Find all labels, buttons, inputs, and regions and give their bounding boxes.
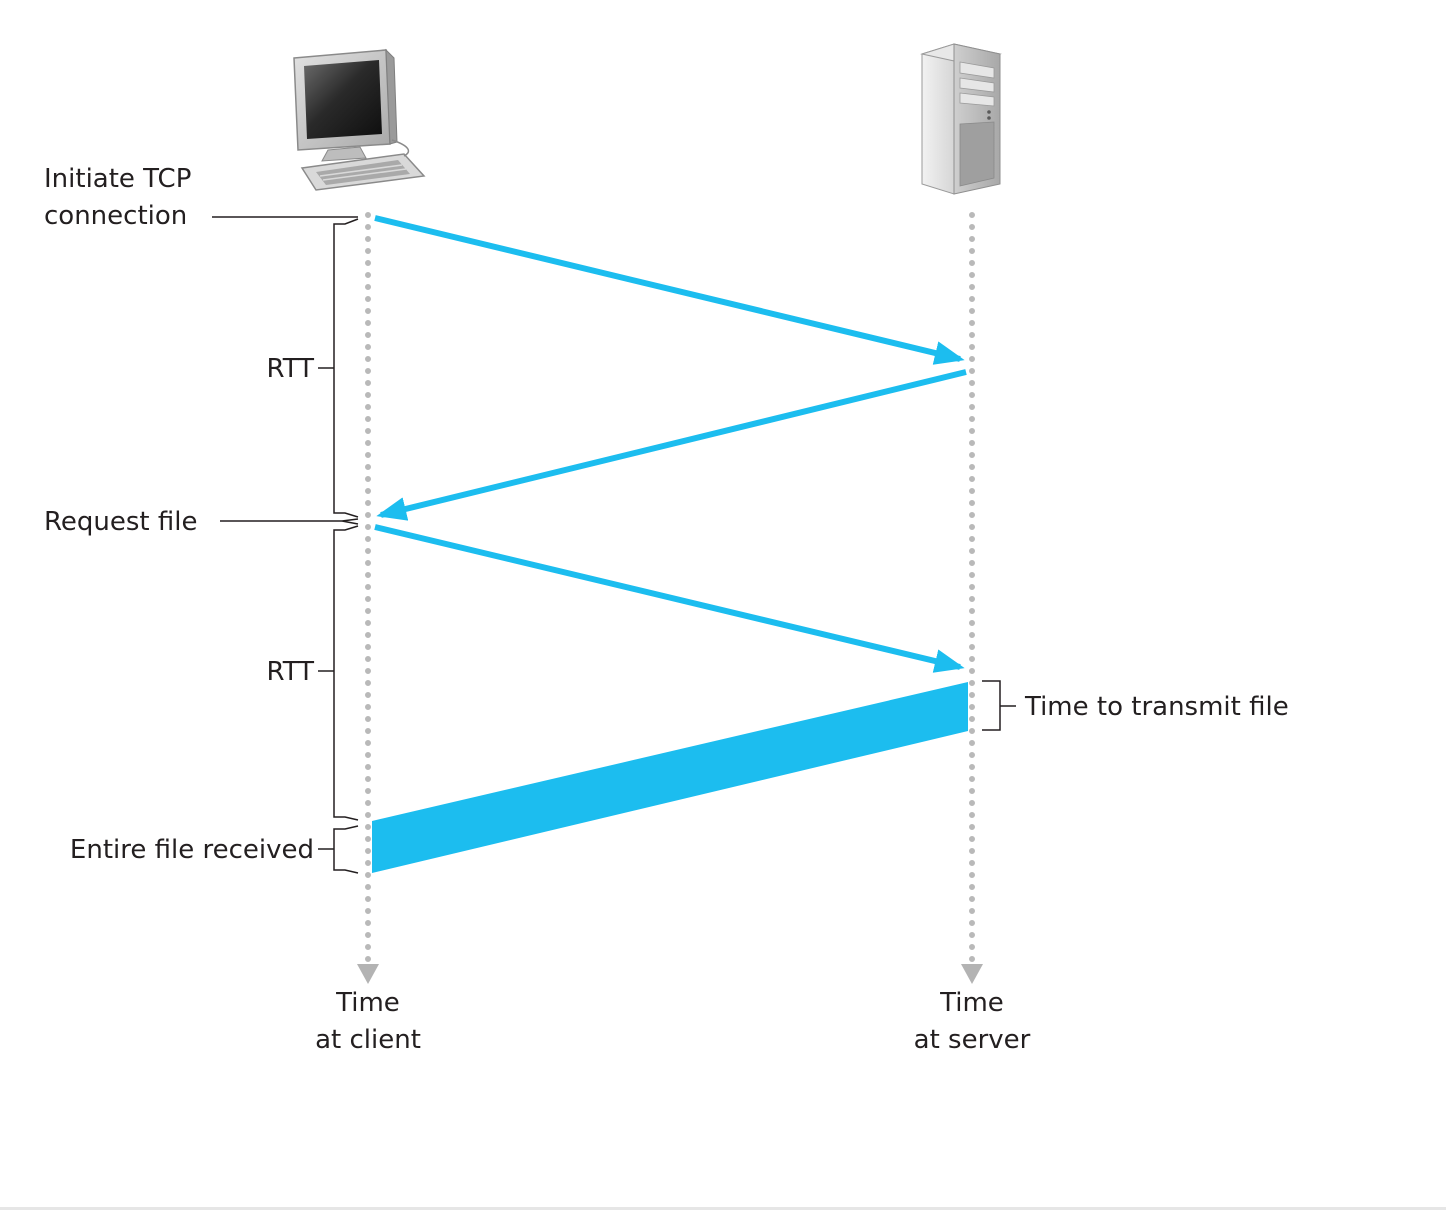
initiate-tcp-label-line2: connection (44, 201, 187, 231)
desktop-computer-icon (293, 48, 426, 191)
bottom-divider (0, 1207, 1446, 1210)
rtt-first-label: RTT (267, 354, 315, 384)
client-timeline-arrowhead (357, 964, 379, 984)
file-transfer-band (372, 682, 968, 873)
rtt-bracket-second (333, 525, 359, 821)
server-time-label-line1: Time (939, 988, 1004, 1018)
initiate-tcp-label-line1: Initiate TCP (44, 164, 191, 194)
server-timeline-arrowhead (961, 964, 983, 984)
syn-arrow (374, 215, 965, 365)
entire-file-bracket (333, 825, 359, 874)
client-time-label-line1: Time (335, 988, 400, 1018)
client-time-label-line2: at client (315, 1025, 421, 1055)
file-request-arrow (374, 524, 965, 673)
request-file-label: Request file (44, 507, 197, 537)
transmit-bracket (982, 680, 1001, 731)
tower-server-icon (920, 43, 1002, 195)
server-time-label-line2: at server (914, 1025, 1031, 1055)
rtt-bracket-first (333, 218, 359, 518)
rtt-second-label: RTT (267, 657, 315, 687)
time-to-transmit-label: Time to transmit file (1024, 692, 1289, 722)
request-marker (341, 518, 359, 525)
entire-file-received-label: Entire file received (70, 835, 314, 865)
syn-ack-arrow (376, 369, 967, 521)
